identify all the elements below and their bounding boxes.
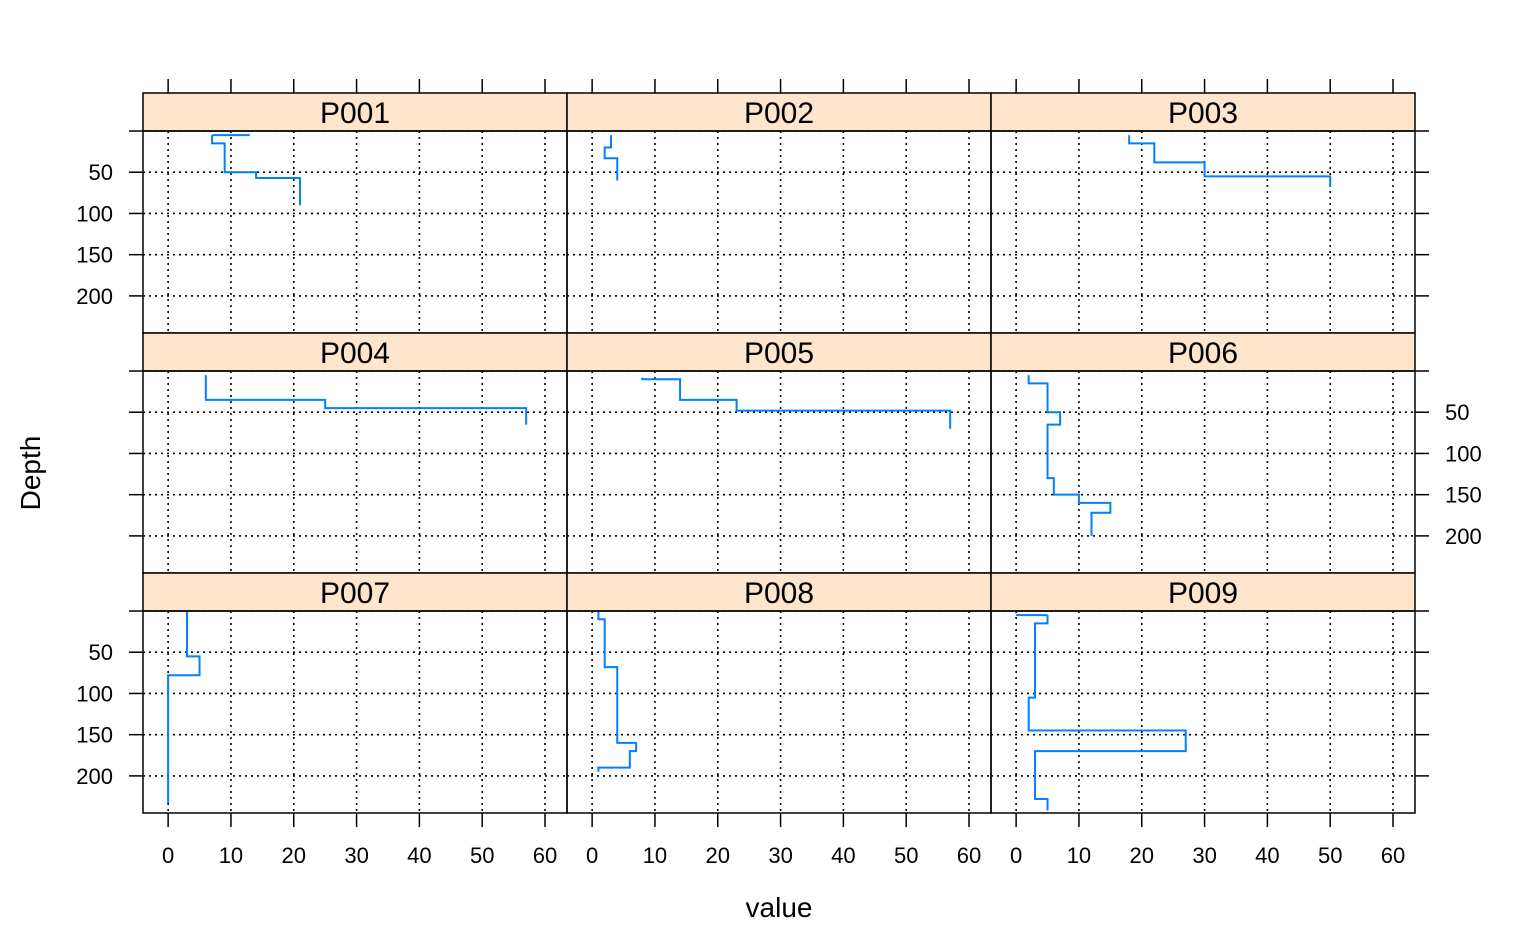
x-tick-label: 20 [282, 843, 306, 868]
y-tick-label: 200 [1445, 524, 1482, 549]
strip-label: P006 [1168, 337, 1238, 370]
panel-frame [142, 610, 568, 814]
panel-frame [566, 370, 992, 574]
x-tick-label: 40 [1255, 843, 1279, 868]
x-tick-label: 20 [1130, 843, 1154, 868]
panel-frame [142, 370, 568, 574]
x-tick-label: 60 [957, 843, 981, 868]
x-tick-label: 10 [1067, 843, 1091, 868]
profile-line-p008 [597, 611, 638, 772]
profile-line-p007 [167, 611, 201, 804]
panel-frame [566, 130, 992, 334]
x-tick-label: 60 [1381, 843, 1405, 868]
strip-label: P003 [1168, 97, 1238, 130]
strip-p006 [990, 332, 1416, 372]
panels-group: P001 P002 P003 P004 P005 P006 P007 P008 P009 [142, 92, 1416, 814]
profile-line-p001 [211, 134, 302, 206]
x-tick-label: 0 [586, 843, 598, 868]
panel-frame [142, 130, 568, 334]
profile-line-p003 [1128, 135, 1332, 188]
y-tick-label: 200 [76, 284, 113, 309]
strip-label: P007 [320, 577, 390, 610]
panel-frame [990, 610, 1416, 814]
panel-p004: P004 [142, 332, 568, 574]
strip-label: P002 [744, 97, 814, 130]
x-tick-label: 60 [533, 843, 557, 868]
y-tick-label: 50 [1445, 400, 1469, 425]
strip-label: P008 [744, 577, 814, 610]
x-tick-label: 50 [470, 843, 494, 868]
x-tick-label: 20 [706, 843, 730, 868]
x-tick-label: 10 [219, 843, 243, 868]
y-tick-label: 150 [76, 723, 113, 748]
panel-p003: P003 [990, 92, 1416, 334]
panel-frame [990, 370, 1416, 574]
strip-label: P005 [744, 337, 814, 370]
x-tick-label: 50 [1318, 843, 1342, 868]
y-tick-label: 150 [76, 243, 113, 268]
profile-line-p004 [204, 375, 528, 425]
profile-line-p002 [603, 135, 619, 181]
panel-p006: P006 [990, 332, 1416, 574]
profile-line-p009 [1016, 614, 1187, 811]
y-tick-label: 100 [1445, 441, 1482, 466]
panel-frame [566, 610, 992, 814]
profile-line-p006 [1027, 375, 1112, 536]
profile-line-p005 [641, 377, 952, 429]
y-tick-label: 50 [89, 640, 113, 665]
y-tick-label: 150 [1445, 483, 1482, 508]
panel-p008: P008 [566, 572, 992, 814]
x-tick-label: 40 [831, 843, 855, 868]
panel-p001: P001 [142, 92, 568, 334]
strip-p008 [566, 572, 992, 612]
strip-label: P001 [320, 97, 390, 130]
strip-p001 [142, 92, 568, 132]
x-tick-label: 10 [643, 843, 667, 868]
x-tick-label: 0 [162, 843, 174, 868]
panel-p002: P002 [566, 92, 992, 334]
x-tick-label: 40 [407, 843, 431, 868]
strip-p009 [990, 572, 1416, 612]
panel-frame [990, 130, 1416, 334]
y-tick-label: 50 [89, 160, 113, 185]
x-axis-title: value [746, 892, 813, 923]
strip-label: P009 [1168, 577, 1238, 610]
panel-p005: P005 [566, 332, 992, 574]
y-tick-label: 100 [76, 681, 113, 706]
x-tick-label: 30 [344, 843, 368, 868]
y-axis-title: Depth [15, 436, 46, 511]
x-tick-label: 30 [768, 843, 792, 868]
strip-label: P004 [320, 337, 390, 370]
x-tick-label: 0 [1010, 843, 1022, 868]
panel-p007: P007 [142, 572, 568, 814]
x-tick-label: 30 [1192, 843, 1216, 868]
x-tick-label: 50 [894, 843, 918, 868]
y-tick-label: 100 [76, 201, 113, 226]
y-tick-label: 200 [76, 764, 113, 789]
panel-p009: P009 [990, 572, 1416, 814]
